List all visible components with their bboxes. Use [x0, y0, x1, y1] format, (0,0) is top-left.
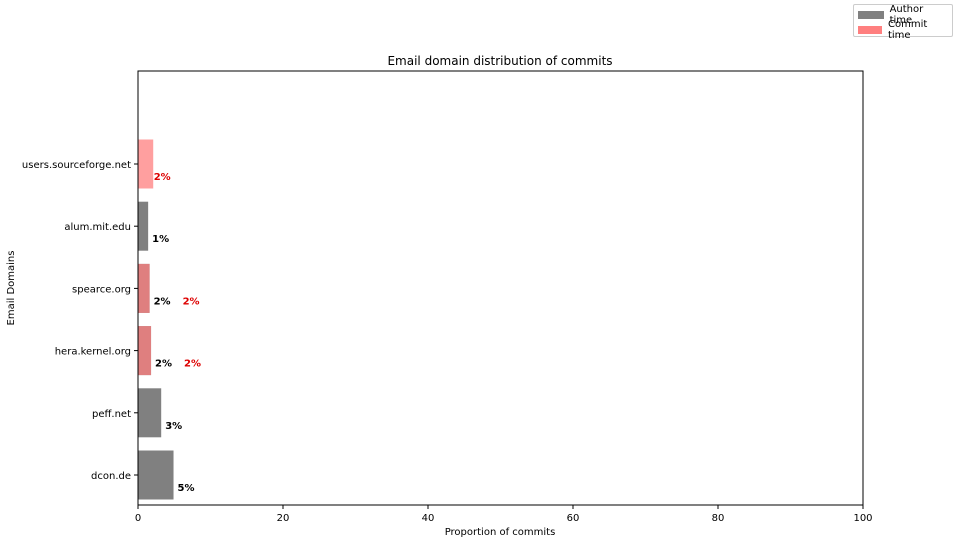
data-label-author-time-spearce-org: 2%: [154, 296, 171, 307]
x-tick-label-20: 20: [277, 513, 290, 524]
legend-label-author-time: Author time: [889, 3, 924, 26]
bar-commit-time-hera-kernel-org: [138, 326, 152, 376]
bars-group: [138, 139, 174, 500]
y-tick-label-users-sourceforge-net: users.sourceforge.net: [22, 160, 131, 171]
y-axis-label: Email Domains: [6, 251, 17, 326]
x-axis-label: Proportion of commits: [445, 527, 556, 538]
data-labels-group: 5% 3% 2% 2% 1% 2% 2% 2%: [152, 172, 201, 494]
y-tick-label-hera-kernel-org: hera.kernel.org: [55, 347, 131, 358]
y-tick-label-spearce-org: spearce.org: [72, 284, 131, 295]
data-label-commit-time-spearce-org: 2%: [183, 296, 200, 307]
bar-author-time-peff-net: [138, 388, 162, 438]
x-tick-label-80: 80: [712, 513, 725, 524]
legend-swatch-commit-time: [858, 25, 882, 34]
legend: Author time Commit time: [853, 4, 953, 41]
x-tick-label-0: 0: [135, 513, 141, 524]
x-tick-label-40: 40: [422, 513, 435, 524]
y-tick-label-dcon-de: dcon.de: [91, 471, 131, 482]
plot-frame: [137, 70, 864, 506]
legend-swatch-author-time: [858, 10, 884, 19]
y-tick-label-peff-net: peff.net: [92, 409, 131, 420]
bar-author-time-dcon-de: [138, 450, 174, 500]
data-label-author-time-dcon-de: 5%: [178, 483, 195, 494]
y-tick-label-alum-mit-edu: alum.mit.edu: [64, 222, 131, 233]
data-label-author-time-peff-net: 3%: [165, 421, 182, 432]
legend-label-commit-time: Commit time: [887, 18, 928, 41]
x-axis: 0 20 40 60 80 100: [135, 505, 873, 524]
bar-commit-time-spearce-org: [138, 263, 150, 313]
legend-item-author-time: Author time: [858, 4, 948, 26]
chart-title: Email domain distribution of commits: [387, 54, 612, 68]
data-label-commit-time-users-sourceforge-net: 2%: [154, 172, 171, 183]
bar-commit-time-users-sourceforge-net: [138, 139, 154, 189]
data-label-commit-time-hera-kernel-org: 2%: [184, 359, 201, 370]
x-tick-label-60: 60: [567, 513, 580, 524]
bar-author-time-alum-mit-edu: [138, 201, 149, 251]
data-label-author-time-alum-mit-edu: 1%: [152, 234, 169, 245]
legend-item-commit-time: Commit time: [858, 19, 948, 41]
y-axis: dcon.de peff.net hera.kernel.org spearce.or…: [22, 160, 138, 482]
x-tick-label-100: 100: [853, 513, 872, 524]
data-label-author-time-hera-kernel-org: 2%: [155, 359, 172, 370]
